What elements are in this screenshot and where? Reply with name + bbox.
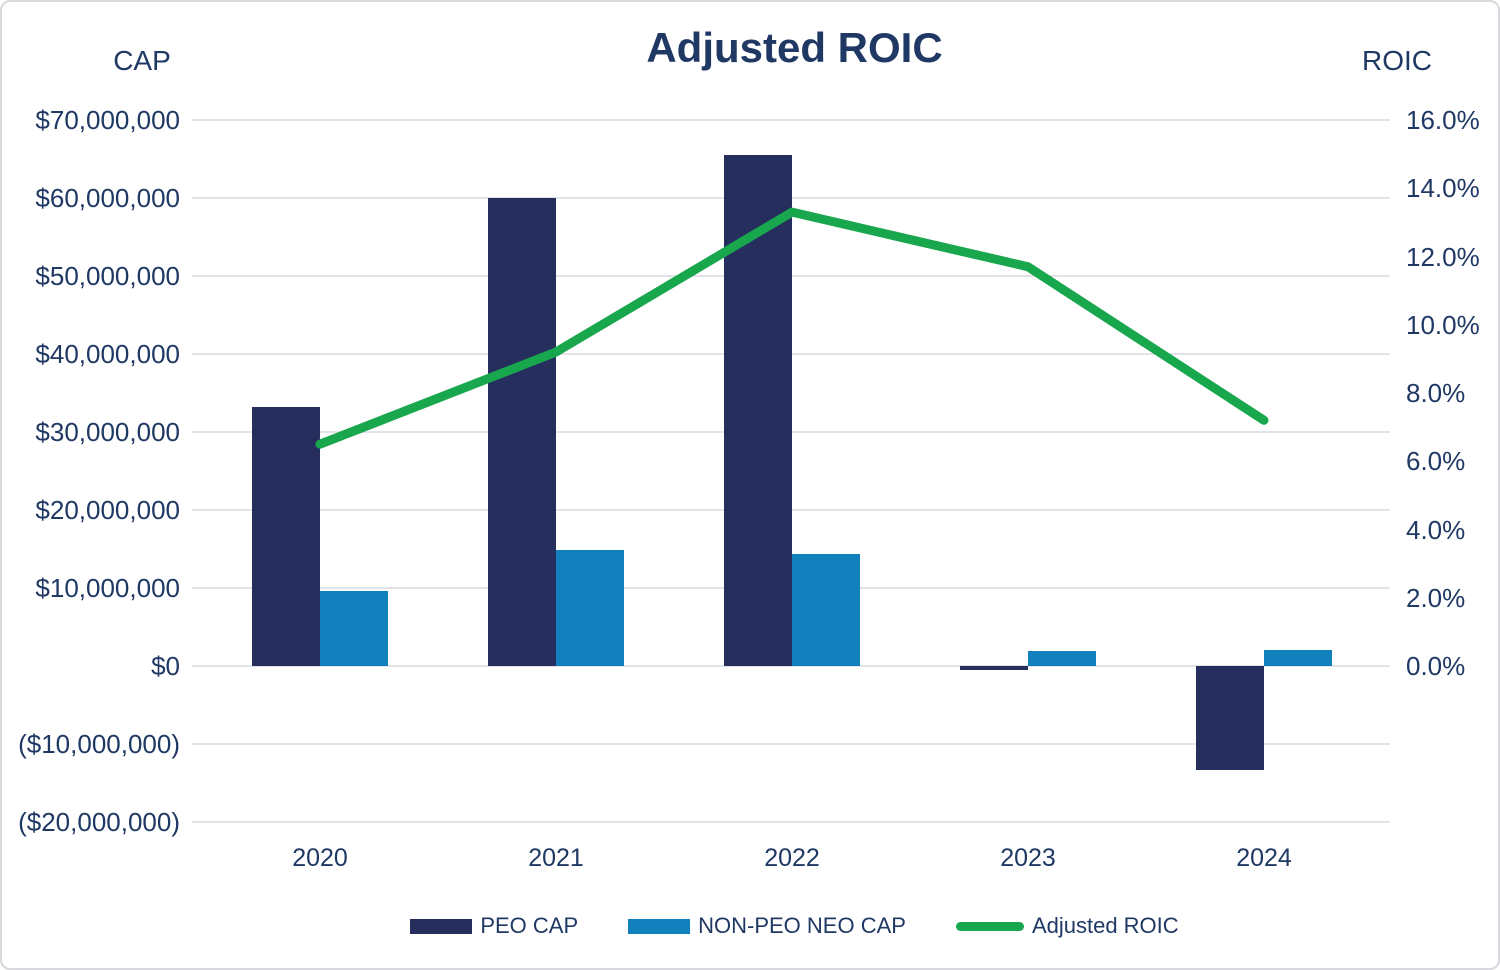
left-axis-tick: $60,000,000	[35, 183, 180, 213]
left-axis-tick: $10,000,000	[35, 573, 180, 603]
left-axis-tick: $30,000,000	[35, 417, 180, 447]
left-axis-tick: $0	[151, 651, 180, 681]
right-axis-tick: 14.0%	[1406, 173, 1480, 204]
x-axis-label-2021: 2021	[528, 844, 584, 872]
gridline	[192, 821, 1390, 823]
right-axis-tick: 4.0%	[1406, 514, 1466, 545]
left-axis-tick: $20,000,000	[35, 495, 180, 525]
right-axis-title: ROIC	[1362, 45, 1432, 76]
gridline	[192, 665, 1390, 667]
legend-item-non-peo-neo-cap: NON-PEO NEO CAP	[628, 913, 906, 939]
bar-peo-cap-2023	[960, 666, 1028, 670]
right-axis-tick: 12.0%	[1406, 241, 1480, 272]
gridline	[192, 119, 1390, 121]
right-axis-tick: 0.0%	[1406, 651, 1466, 681]
bar-non-peo-neo-cap-2022	[792, 553, 860, 666]
chart-title: Adjusted ROIC	[646, 24, 943, 71]
bar-non-peo-neo-cap-2020	[320, 591, 388, 666]
right-axis-tick: 16.0%	[1406, 105, 1480, 135]
x-axis-label-2024: 2024	[1236, 844, 1292, 872]
bar-peo-cap-2021	[488, 198, 556, 666]
left-axis-tick: $40,000,000	[35, 339, 180, 369]
bar-peo-cap-2022	[724, 155, 792, 666]
left-axis-tick: $70,000,000	[35, 105, 180, 135]
left-axis-tick: ($20,000,000)	[18, 807, 180, 837]
right-axis-tick: 10.0%	[1406, 309, 1480, 340]
legend-label-peo-cap: PEO CAP	[480, 913, 579, 938]
bar-non-peo-neo-cap-2024	[1264, 649, 1332, 666]
adjusted-roic-line-swatch	[955, 921, 1024, 931]
x-axis-label-2023: 2023	[1000, 844, 1056, 872]
left-axis-tick: $50,000,000	[35, 261, 180, 291]
legend-item-peo-cap: PEO CAP	[410, 913, 578, 939]
left-axis-tick: ($10,000,000)	[18, 729, 180, 759]
legend-label-adjusted-roic: Adjusted ROIC	[1031, 913, 1179, 938]
gridline	[192, 743, 1390, 745]
x-axis-label-2020: 2020	[292, 844, 348, 872]
non-peo-neo-cap-swatch	[628, 918, 691, 934]
legend: PEO CAP NON-PEO NEO CAP Adjusted ROIC	[202, 904, 1387, 948]
bar-peo-cap-2024	[1196, 666, 1264, 770]
peo-cap-swatch	[410, 918, 473, 934]
right-axis-tick: 8.0%	[1406, 378, 1466, 408]
right-axis-tick: 2.0%	[1406, 582, 1466, 613]
left-axis-title: CAP	[113, 45, 171, 76]
legend-label-non-peo-neo-cap: NON-PEO NEO CAP	[698, 913, 906, 938]
right-axis-tick: 6.0%	[1406, 446, 1466, 477]
legend-item-adjusted-roic: Adjusted ROIC	[955, 913, 1179, 939]
bar-peo-cap-2020	[252, 407, 320, 666]
bar-non-peo-neo-cap-2023	[1028, 651, 1096, 666]
bar-non-peo-neo-cap-2021	[556, 549, 624, 666]
x-axis-label-2022: 2022	[764, 844, 820, 872]
